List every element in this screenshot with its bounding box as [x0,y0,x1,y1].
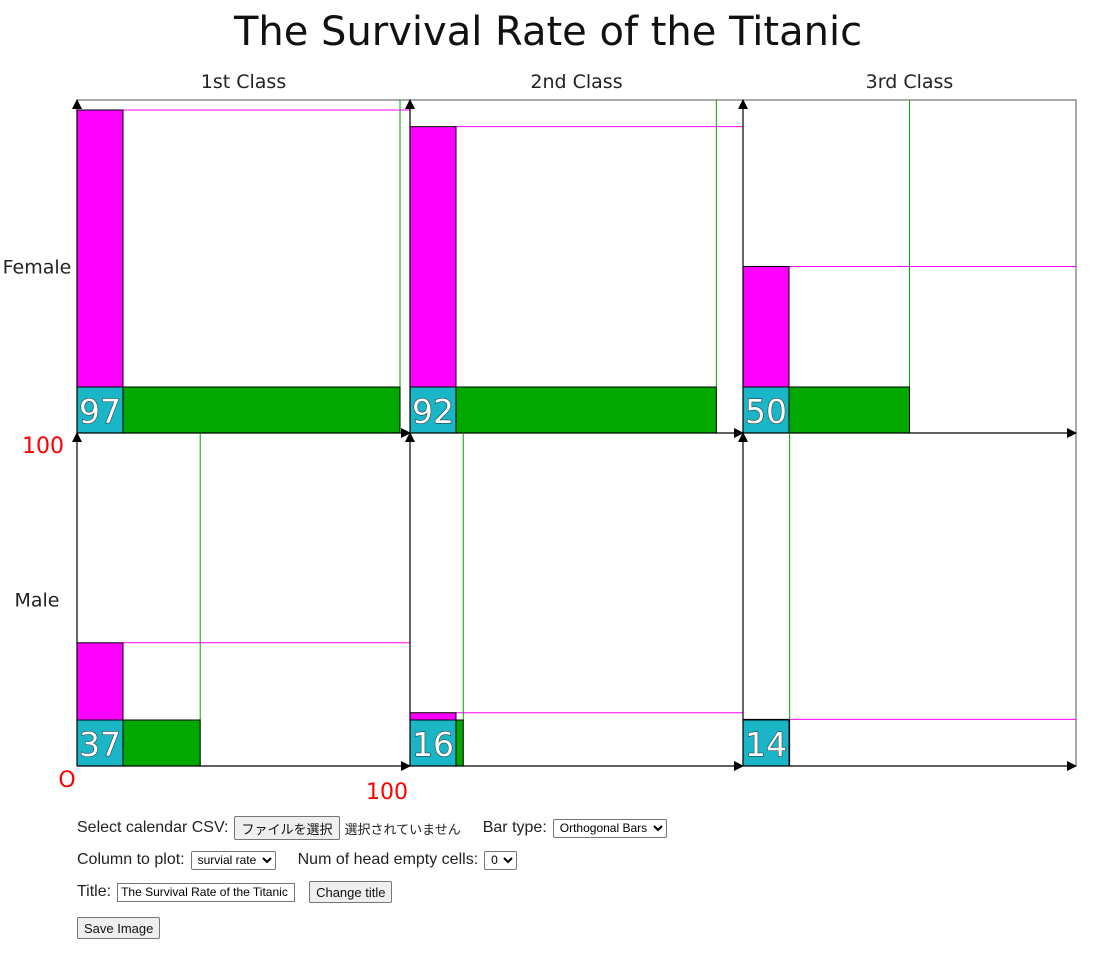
vertical-bar [76,109,124,388]
vertical-bar [76,642,124,721]
empty-cells-select[interactable]: 0 [484,850,518,870]
x-axis-max-label: 100 [366,780,408,805]
cell-female-2: 92 [405,99,744,438]
value-label: 97 [79,392,121,431]
chart-title: The Survival Rate of the Titanic [233,9,862,55]
empty-cells-label: Num of head empty cells: [297,851,479,868]
controls-panel: Select calendar CSV: ファイルを選択 選択されていません B… [77,814,667,946]
save-image-button[interactable]: Save Image [77,917,161,939]
column-label: Column to plot: [77,851,185,868]
value-label: 37 [79,725,121,764]
change-title-button[interactable]: Change title [309,881,393,903]
vertical-bar [742,266,790,388]
horizontal-bar [788,386,910,434]
vertical-bar [409,712,457,721]
row-label-female: Female [3,257,72,279]
value-label-box [76,386,124,434]
no-file-text: 選択されていません [344,821,461,837]
cell-female-1: 97 [72,99,411,438]
horizontal-bar [122,719,201,767]
column-label-2: 2nd Class [530,71,622,93]
horizontal-bar [122,386,401,434]
vertical-bar [409,126,457,388]
value-label: 92 [412,392,454,431]
value-label-box [409,386,457,434]
bar-type-select[interactable]: Orthogonal Bars [552,818,667,838]
bar-type-label: Bar type: [482,819,547,836]
cell-female-3: 50 [738,99,1077,438]
column-label-1: 1st Class [201,71,286,93]
cell-male-3: 14 [738,432,1077,771]
csv-label: Select calendar CSV: [77,819,229,836]
title-input[interactable] [117,882,296,902]
value-label-box [742,719,790,767]
chart: The Survival Rate of the Titanic 1st Cla… [3,9,1077,805]
origin-label: O [58,768,75,793]
cell-male-2: 16 [405,432,744,771]
title-label: Title: [77,883,112,900]
column-select[interactable]: survial rate [190,850,276,870]
horizontal-bar [455,719,464,767]
column-label-3: 3rd Class [866,71,954,93]
value-label-box [76,719,124,767]
value-label: 50 [745,392,787,431]
horizontal-bar [455,386,717,434]
y-axis-max-label: 100 [22,434,64,459]
value-label: 14 [745,725,787,764]
value-label: 16 [412,725,454,764]
row-label-male: Male [14,590,59,612]
chart-body: 1st Class 2nd Class 3rd Class Female Male 97 9… [3,71,1077,805]
file-select-button[interactable]: ファイルを選択 [234,816,340,840]
cell-male-1: 37 [72,432,411,771]
